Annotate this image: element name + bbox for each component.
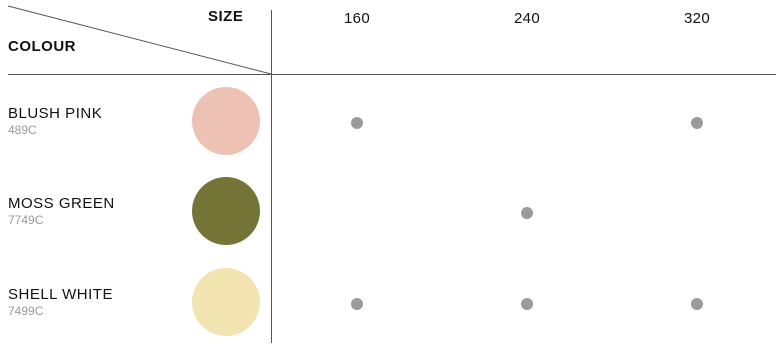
colour-name-shell-white: SHELL WHITE [8,286,113,303]
availability-dot-blush-pink-320 [691,117,703,129]
colour-axis-label: COLOUR [8,38,76,55]
colour-swatch-shell-white [192,268,260,336]
colour-code-moss-green: 7749C [8,213,44,227]
availability-dot-shell-white-160 [351,298,363,310]
size-axis-label: SIZE [208,8,244,25]
availability-dot-blush-pink-160 [351,117,363,129]
colour-code-blush-pink: 489C [8,123,37,137]
colour-swatch-blush-pink [192,87,260,155]
size-column-160: 160 [344,10,370,27]
size-column-240: 240 [514,10,540,27]
colour-name-moss-green: MOSS GREEN [8,195,115,212]
size-column-320: 320 [684,10,710,27]
colour-name-blush-pink: BLUSH PINK [8,105,103,122]
colour-code-shell-white: 7499C [8,304,44,318]
availability-dot-shell-white-240 [521,298,533,310]
column-divider-line [271,10,272,343]
header-diagonal-divider [7,5,272,75]
colour-swatch-moss-green [192,177,260,245]
availability-dot-shell-white-320 [691,298,703,310]
availability-dot-moss-green-240 [521,207,533,219]
header-divider-line [8,74,776,75]
